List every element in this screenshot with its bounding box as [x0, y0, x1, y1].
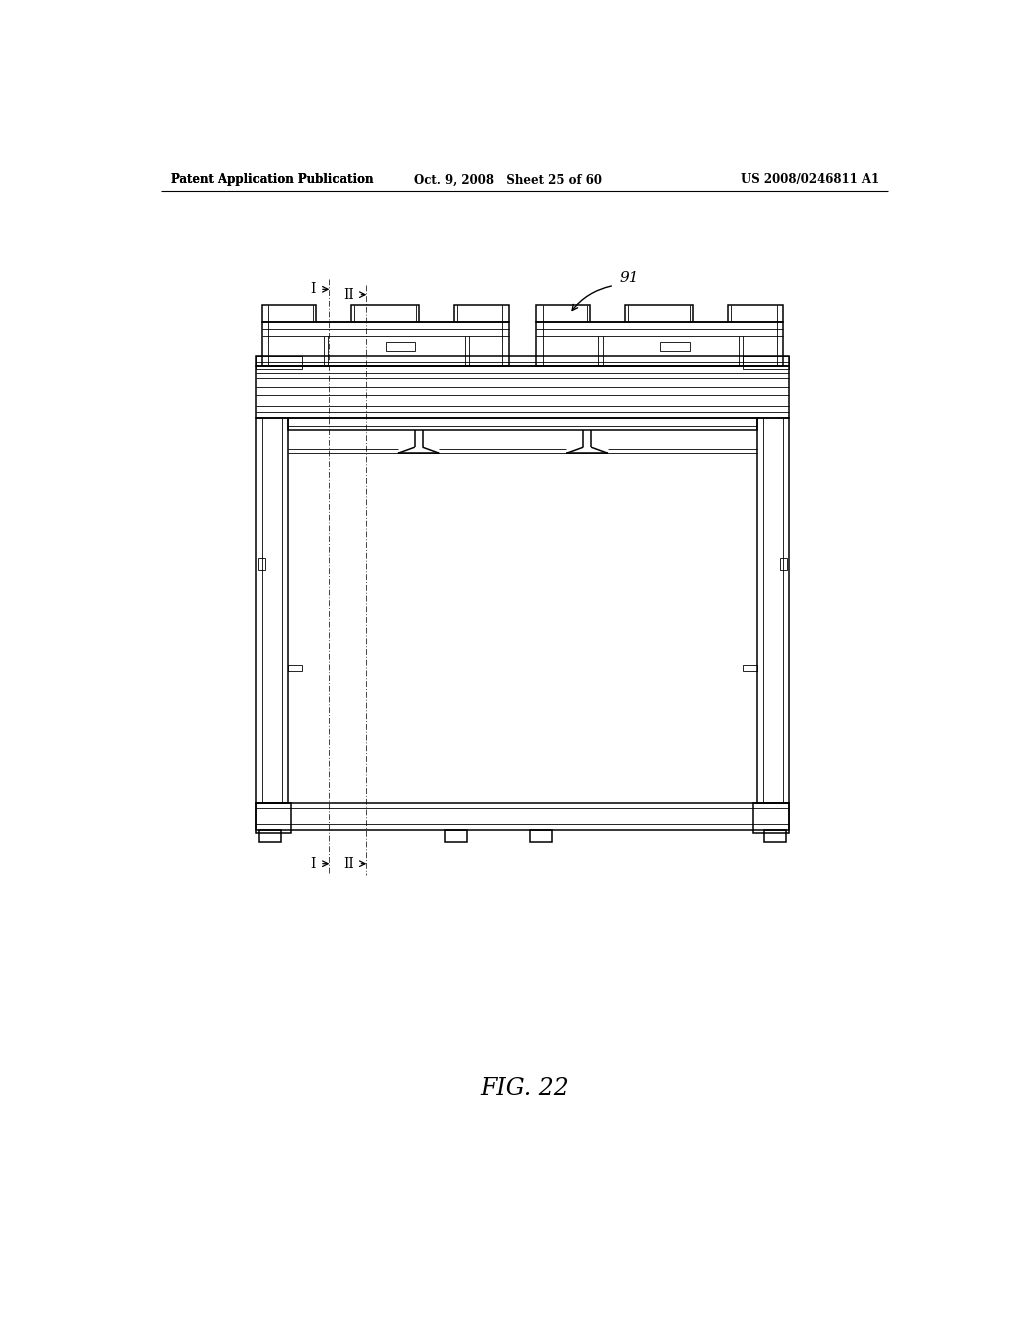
Text: FIG. 22: FIG. 22 [480, 1077, 569, 1100]
Bar [764, 830, 785, 842]
Text: 91: 91 [620, 271, 639, 285]
Bar [742, 355, 788, 370]
Bar [256, 367, 788, 418]
Bar [754, 803, 788, 833]
Text: II: II [343, 288, 354, 302]
Bar [445, 830, 467, 842]
Text: Patent Application Publication: Patent Application Publication [171, 173, 373, 186]
Bar [530, 830, 552, 842]
Text: Oct. 9, 2008   Sheet 25 of 60: Oct. 9, 2008 Sheet 25 of 60 [414, 173, 602, 186]
Bar [262, 322, 509, 367]
Bar [256, 803, 292, 833]
Bar [256, 418, 289, 803]
Bar [728, 305, 782, 322]
Text: I: I [310, 857, 315, 871]
Text: II: II [343, 857, 354, 871]
Bar [660, 342, 689, 351]
Bar [262, 305, 316, 322]
Bar [256, 355, 302, 370]
Bar [258, 558, 265, 570]
Bar [757, 418, 788, 803]
Bar [625, 305, 693, 322]
Bar [537, 305, 590, 322]
Bar [742, 665, 757, 671]
Bar [537, 322, 782, 367]
Bar [779, 558, 787, 570]
Text: US 2008/0246811 A1: US 2008/0246811 A1 [741, 173, 879, 186]
Bar [256, 355, 788, 367]
Bar [454, 305, 509, 322]
Text: I: I [310, 282, 315, 296]
Bar [256, 803, 788, 830]
Bar [351, 305, 419, 322]
Text: Patent Application Publication: Patent Application Publication [171, 173, 373, 186]
Bar [289, 418, 757, 430]
Bar [259, 830, 281, 842]
Bar [289, 665, 302, 671]
Bar [386, 342, 416, 351]
